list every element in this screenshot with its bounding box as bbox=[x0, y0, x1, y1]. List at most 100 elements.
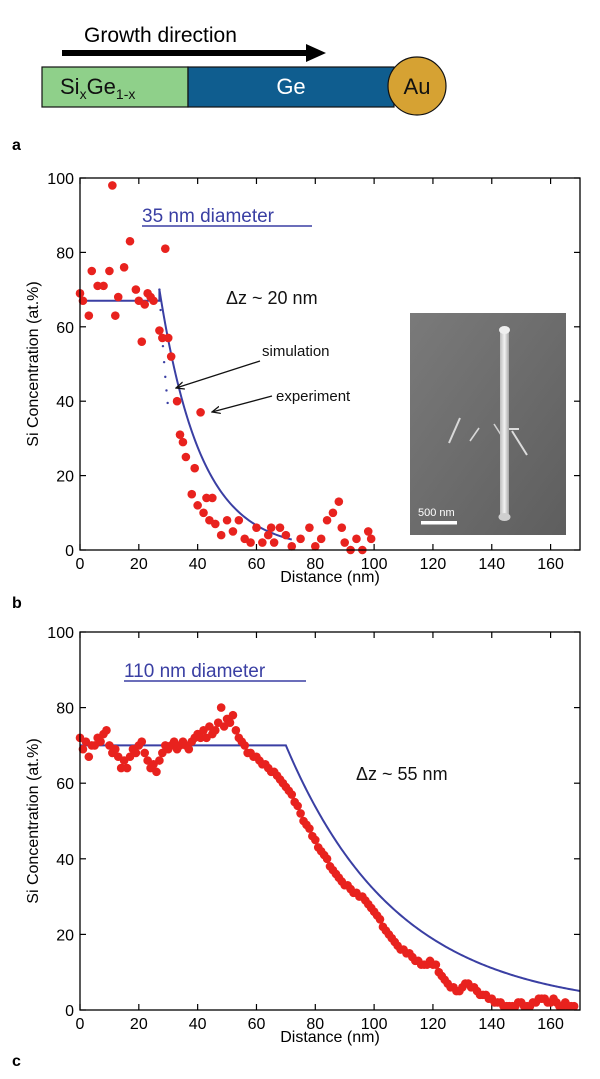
chart-35nm-data-point bbox=[208, 493, 217, 503]
chart-110nm-simulation-line bbox=[80, 744, 581, 992]
chart-35nm-data-point bbox=[119, 262, 129, 272]
chart-35nm-simulation bbox=[80, 288, 293, 541]
chart-35nm-data-point bbox=[166, 352, 176, 361]
sem-small-wire-2 bbox=[469, 427, 480, 442]
chart-110nm-data-point bbox=[305, 824, 314, 833]
chart-110nm-ticks bbox=[79, 631, 580, 1011]
chart-110nm-data-point bbox=[569, 1001, 579, 1011]
chart-35nm-data-point bbox=[263, 530, 273, 540]
chart-35nm-data-point bbox=[110, 311, 120, 320]
sige-label: SixGe1-x bbox=[60, 74, 135, 102]
chart-110nm-data-point bbox=[131, 748, 141, 758]
chart-110nm-data-point bbox=[152, 767, 161, 777]
chart-35nm-data-point bbox=[87, 266, 97, 276]
chart-35nm-data-point bbox=[275, 523, 285, 532]
chart-110nm-data-point bbox=[293, 801, 302, 811]
chart-110nm-xtick-label: 120 bbox=[420, 1016, 447, 1033]
chart-35nm-data-point bbox=[193, 501, 202, 510]
chart-110nm-delta-annotation: Δz ~ 55 nm bbox=[356, 764, 448, 784]
chart-110nm-data-point bbox=[231, 725, 241, 735]
experiment-callout: experiment bbox=[276, 388, 351, 405]
chart-35nm-title: 35 nm diameter bbox=[142, 206, 275, 227]
chart-110nm-data-point bbox=[310, 835, 320, 845]
chart-35nm-ytick-label: 20 bbox=[56, 469, 74, 486]
chart-35nm-data-point bbox=[296, 534, 305, 544]
chart-35nm-data-point bbox=[131, 285, 141, 294]
chart-110nm-data-point bbox=[140, 748, 150, 758]
chart-110nm-data-point bbox=[78, 744, 88, 754]
chart-110nm-experiment bbox=[75, 703, 579, 1011]
chart-35nm-xtick-label: 140 bbox=[478, 556, 505, 573]
schematic: Growth direction SixGe1-x Ge Au bbox=[41, 24, 447, 116]
chart-110nm-ylabel: Si Concentration (at.%) bbox=[25, 738, 42, 903]
chart-35nm-xtick-label: 160 bbox=[537, 556, 564, 573]
chart-35nm-data-point bbox=[334, 497, 344, 506]
chart-35nm-data-point bbox=[216, 530, 226, 540]
chart-35nm-data-point bbox=[281, 530, 291, 540]
chart-110nm-frame bbox=[79, 631, 581, 1011]
chart-35nm-tick-labels: 0 20 40 60 80 100 120 140 160 0 20 40 60 80 100 bbox=[47, 171, 564, 573]
chart-110nm-data-point bbox=[375, 914, 385, 924]
chart-110nm-data-point bbox=[96, 737, 105, 746]
ge-segment bbox=[187, 66, 395, 108]
chart-35nm-xtick-label: 40 bbox=[189, 556, 207, 573]
sige-segment bbox=[41, 66, 189, 108]
chart-110nm-xtick-label: 60 bbox=[248, 1016, 266, 1033]
chart-35nm-delta-annotation: Δz ~ 20 nm bbox=[226, 288, 318, 308]
chart-35nm-ytick-label: 100 bbox=[47, 171, 74, 188]
chart-110nm-data-point bbox=[228, 710, 238, 720]
chart-110nm-data-point bbox=[287, 790, 297, 799]
chart-110nm-data-point bbox=[196, 733, 205, 743]
chart-35nm-data-point bbox=[305, 523, 314, 532]
chart-110nm-ytick-label: 80 bbox=[56, 701, 74, 718]
chart-35nm-data-point bbox=[125, 236, 135, 246]
chart-35nm-data-point bbox=[337, 523, 347, 532]
chart-110nm-data-point bbox=[296, 809, 305, 818]
chart-35nm-data-point bbox=[178, 437, 188, 447]
chart-35nm-data-point bbox=[160, 244, 170, 253]
chart-35nm-frame bbox=[79, 177, 581, 551]
chart-35nm-data-point bbox=[108, 181, 117, 190]
chart-110nm-xtick-label: 160 bbox=[537, 1016, 564, 1033]
chart-35nm-data-point bbox=[99, 281, 108, 291]
chart-35nm-data-point bbox=[113, 292, 123, 302]
chart-110nm-xtick-label: 20 bbox=[130, 1016, 148, 1033]
experiment-callout-arrow bbox=[212, 395, 273, 412]
chart-35nm-data-point bbox=[258, 538, 267, 547]
chart-110nm-tick-labels: 0 20 40 60 80 100 120 140 160 0 20 40 60 80 100 bbox=[47, 625, 564, 1033]
chart-110nm-simulation bbox=[80, 744, 581, 992]
chart-35nm-data-point bbox=[322, 515, 332, 525]
sem-inset-background bbox=[410, 313, 566, 535]
chart-110nm-data-point bbox=[322, 854, 332, 864]
chart-35nm-data-point bbox=[158, 333, 167, 343]
chart-35nm-simulation-dot bbox=[159, 308, 162, 312]
chart-110nm: 0 20 40 60 80 100 120 140 160 0 20 40 60 80 100 110 nm… bbox=[25, 625, 581, 1046]
chart-35nm-data-point bbox=[199, 508, 208, 518]
chart-35nm-data-point bbox=[363, 527, 373, 536]
chart-35nm-ylabel: Si Concentration (at.%) bbox=[25, 281, 42, 446]
simulation-callout-arrow bbox=[176, 360, 261, 388]
sem-small-wire-1 bbox=[448, 417, 461, 444]
panel-letter-b: b bbox=[12, 595, 22, 612]
chart-110nm-xlabel: Distance (nm) bbox=[280, 1029, 380, 1046]
chart-110nm-data-point bbox=[431, 960, 441, 969]
chart-35nm-data-point bbox=[93, 281, 102, 291]
sem-nanowire-tip bbox=[499, 326, 510, 334]
chart-35nm-data-point bbox=[196, 408, 205, 417]
sem-inset: 500 nm bbox=[410, 313, 566, 535]
chart-110nm-ytick-label: 100 bbox=[47, 625, 74, 642]
panel-letter-c: c bbox=[12, 1053, 21, 1070]
chart-35nm-data-point bbox=[210, 519, 220, 529]
chart-110nm-data-point bbox=[210, 725, 220, 735]
chart-35nm-data-point bbox=[234, 515, 244, 525]
chart-110nm-data-point bbox=[216, 703, 226, 712]
chart-35nm-data-point bbox=[172, 396, 182, 406]
chart-35nm-data-point bbox=[163, 333, 173, 343]
chart-110nm-xtick-label: 0 bbox=[76, 1016, 85, 1033]
chart-35nm-data-point bbox=[269, 538, 279, 547]
chart-110nm-xtick-label: 140 bbox=[478, 1016, 505, 1033]
chart-35nm-ytick-label: 40 bbox=[56, 394, 74, 411]
panel-letter-a: a bbox=[12, 137, 21, 154]
chart-35nm-data-point bbox=[78, 296, 88, 306]
